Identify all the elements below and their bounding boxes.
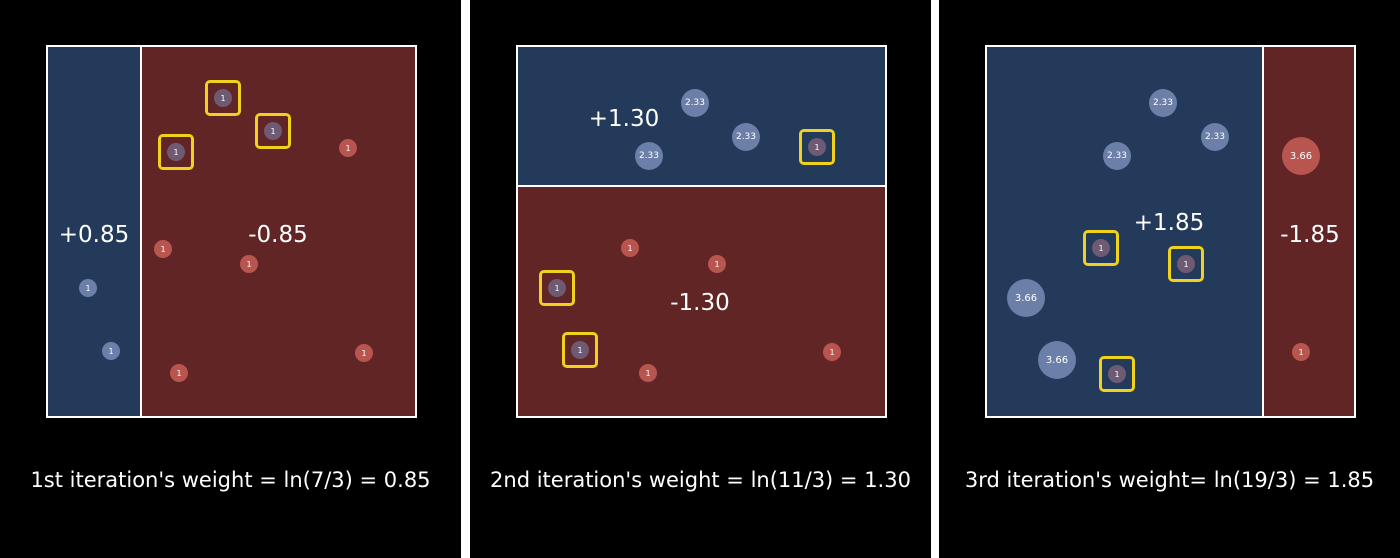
data-point: 1	[823, 343, 841, 361]
decision-boundary	[1262, 47, 1264, 416]
positive-region	[987, 47, 1262, 416]
positive-score: +0.85	[58, 222, 130, 248]
iteration-caption: 1st iteration's weight = ln(7/3) = 0.85	[30, 468, 431, 492]
data-point: 1	[264, 122, 282, 140]
data-point: 1	[808, 138, 826, 156]
data-point: 1	[355, 344, 373, 362]
data-point: 3.66	[1282, 137, 1320, 175]
data-point: 2.33	[681, 89, 709, 117]
decision-box: +1.85 -1.85 2.33 2.33 2.33 3.66 1 1 3.66…	[985, 45, 1356, 418]
misclassified-highlight	[1099, 356, 1135, 392]
data-point: 1	[571, 341, 589, 359]
data-point: 1	[1092, 239, 1110, 257]
iteration-caption: 2nd iteration's weight = ln(11/3) = 1.30	[490, 468, 911, 492]
data-point: 1	[548, 279, 566, 297]
decision-boundary	[140, 47, 142, 416]
panel-iteration-2: +1.30 -1.30 2.33 2.33 2.33 1 1 1 1 1 1 1…	[470, 0, 931, 558]
iteration-caption: 3rd iteration's weight= ln(19/3) = 1.85	[964, 468, 1375, 492]
decision-box: +1.30 -1.30 2.33 2.33 2.33 1 1 1 1 1 1 1	[516, 45, 887, 418]
data-point: 1	[339, 139, 357, 157]
data-point: 1	[170, 364, 188, 382]
negative-score: -1.30	[670, 290, 730, 316]
misclassified-highlight	[158, 134, 194, 170]
misclassified-highlight	[539, 270, 575, 306]
data-point: 2.33	[1149, 89, 1177, 117]
data-point: 1	[154, 240, 172, 258]
data-point: 1	[1177, 255, 1195, 273]
data-point: 2.33	[732, 123, 760, 151]
positive-region	[48, 47, 140, 416]
data-point: 1	[240, 255, 258, 273]
misclassified-highlight	[255, 113, 291, 149]
negative-score: -0.85	[248, 222, 308, 248]
data-point: 1	[214, 89, 232, 107]
data-point: 1	[167, 143, 185, 161]
data-point: 2.33	[635, 142, 663, 170]
misclassified-highlight	[1083, 230, 1119, 266]
misclassified-highlight	[562, 332, 598, 368]
data-point: 1	[708, 255, 726, 273]
data-point: 2.33	[1103, 142, 1131, 170]
decision-box: +0.85 -0.85 1 1 1 1 1 1 1 1 1 1	[46, 45, 417, 418]
data-point: 3.66	[1038, 341, 1076, 379]
positive-score: +1.85	[1133, 210, 1205, 236]
panel-iteration-1: +0.85 -0.85 1 1 1 1 1 1 1 1 1 1 1st iter…	[0, 0, 461, 558]
decision-boundary	[518, 185, 885, 187]
positive-score: +1.30	[588, 106, 660, 132]
data-point: 3.66	[1007, 279, 1045, 317]
data-point: 1	[639, 364, 657, 382]
data-point: 1	[621, 239, 639, 257]
data-point: 1	[1108, 365, 1126, 383]
data-point: 1	[102, 342, 120, 360]
panel-iteration-3: +1.85 -1.85 2.33 2.33 2.33 3.66 1 1 3.66…	[939, 0, 1400, 558]
data-point: 1	[79, 279, 97, 297]
misclassified-highlight	[205, 80, 241, 116]
negative-region	[518, 187, 885, 416]
negative-score: -1.85	[1280, 222, 1340, 248]
misclassified-highlight	[1168, 246, 1204, 282]
misclassified-highlight	[799, 129, 835, 165]
data-point: 1	[1292, 343, 1310, 361]
data-point: 2.33	[1201, 123, 1229, 151]
